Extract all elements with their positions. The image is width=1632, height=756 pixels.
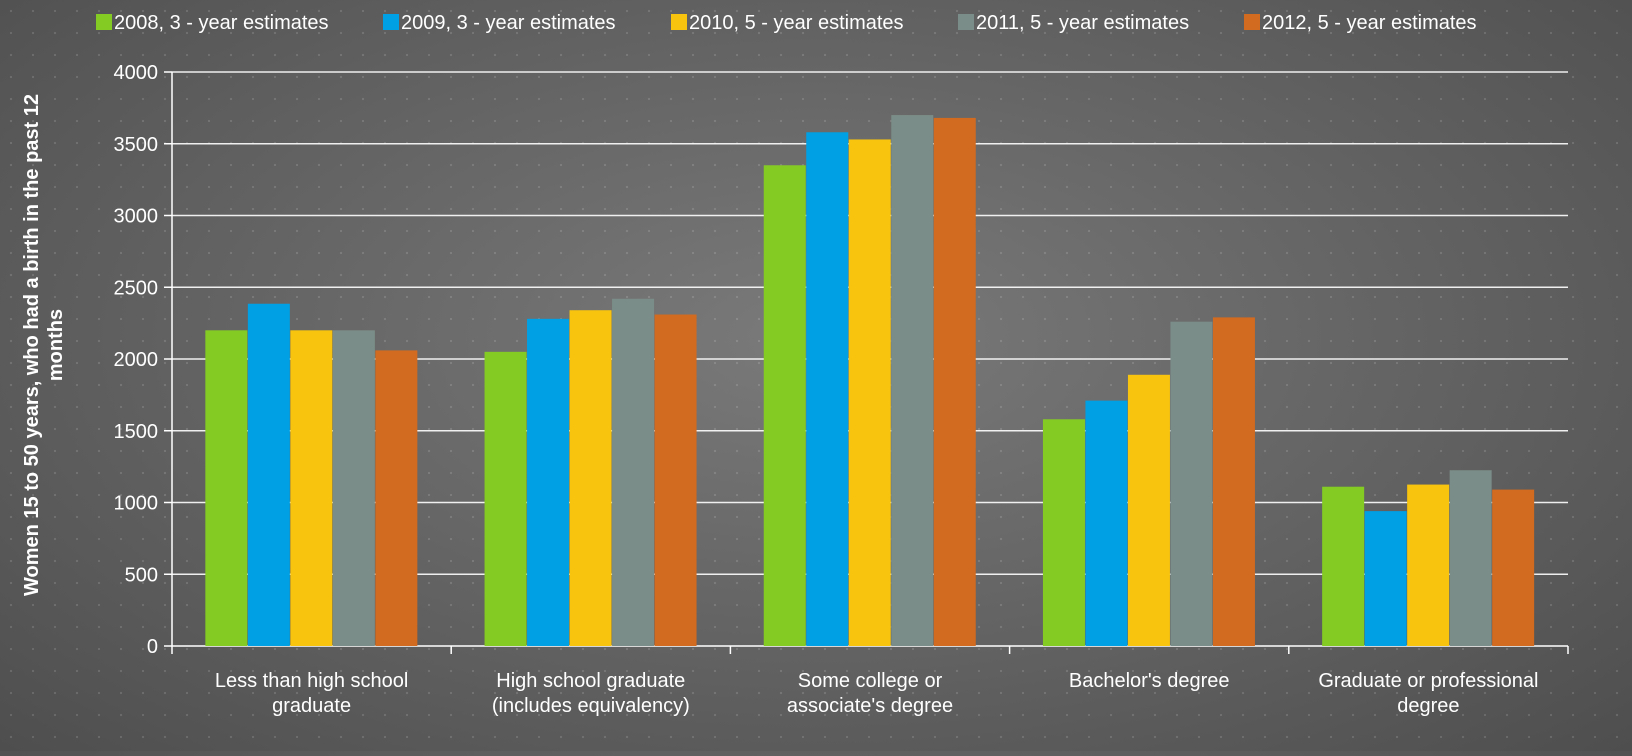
legend-label: 2011, 5 - year estimates	[976, 12, 1189, 34]
legend-swatch	[383, 14, 399, 30]
legend-label: 2010, 5 - year estimates	[689, 12, 904, 34]
bar	[375, 350, 418, 646]
bar	[806, 132, 849, 646]
legend-label: 2012, 5 - year estimates	[1262, 12, 1477, 34]
bar	[1170, 321, 1213, 646]
legend-label: 2009, 3 - year estimates	[401, 12, 616, 34]
y-axis-title-line: months	[45, 309, 67, 381]
y-tick-label: 500	[125, 564, 158, 586]
bar	[763, 165, 806, 646]
y-axis-title-line: Women 15 to 50 years, who had a birth in…	[21, 94, 43, 596]
bar	[612, 298, 655, 646]
legend-swatch	[958, 14, 974, 30]
y-tick-label: 2000	[114, 349, 159, 371]
y-tick-label: 3000	[114, 206, 159, 228]
bar	[1212, 317, 1255, 646]
legend-swatch	[1244, 14, 1260, 30]
bar	[205, 330, 248, 646]
y-tick-label: 1500	[114, 421, 159, 443]
x-category-label: Bachelor's degree	[1069, 670, 1230, 692]
bar	[569, 310, 612, 646]
bar	[1127, 374, 1170, 646]
bar	[1085, 400, 1128, 646]
bar	[332, 330, 375, 646]
y-tick-label: 3500	[114, 134, 159, 156]
x-category-label: degree	[1397, 695, 1459, 717]
y-tick-label: 2500	[114, 277, 159, 299]
bar	[1449, 470, 1492, 646]
y-tick-label: 4000	[114, 62, 159, 84]
bar	[290, 330, 333, 646]
legend: 2008, 3 - year estimates 2009, 3 - year e…	[96, 12, 1477, 34]
bar	[1042, 419, 1085, 646]
y-tick-label: 1000	[114, 493, 159, 515]
bar	[527, 318, 570, 646]
x-category-label: graduate	[272, 695, 351, 717]
legend-label: 2008, 3 - year estimates	[114, 12, 329, 34]
x-category-label: High school graduate	[496, 670, 685, 692]
bar	[1364, 511, 1407, 646]
bar	[1492, 489, 1535, 646]
legend-swatch	[96, 14, 112, 30]
x-category-label: Graduate or professional	[1318, 670, 1538, 692]
bar	[1322, 486, 1365, 646]
x-category-label: Less than high school	[215, 670, 408, 692]
y-tick-label: 0	[147, 636, 158, 658]
bar	[891, 115, 934, 647]
bar	[247, 303, 290, 646]
bar	[1407, 484, 1450, 646]
x-category-label: Some college or	[798, 670, 943, 692]
bar	[933, 117, 976, 647]
y-axis-title: Women 15 to 50 years, who had a birth in…	[21, 94, 67, 596]
x-category-label: associate's degree	[787, 695, 953, 717]
bar	[484, 351, 527, 646]
bar	[654, 314, 697, 646]
bar	[848, 139, 891, 646]
legend-swatch	[671, 14, 687, 30]
x-category-label: (includes equivalency)	[492, 695, 690, 717]
